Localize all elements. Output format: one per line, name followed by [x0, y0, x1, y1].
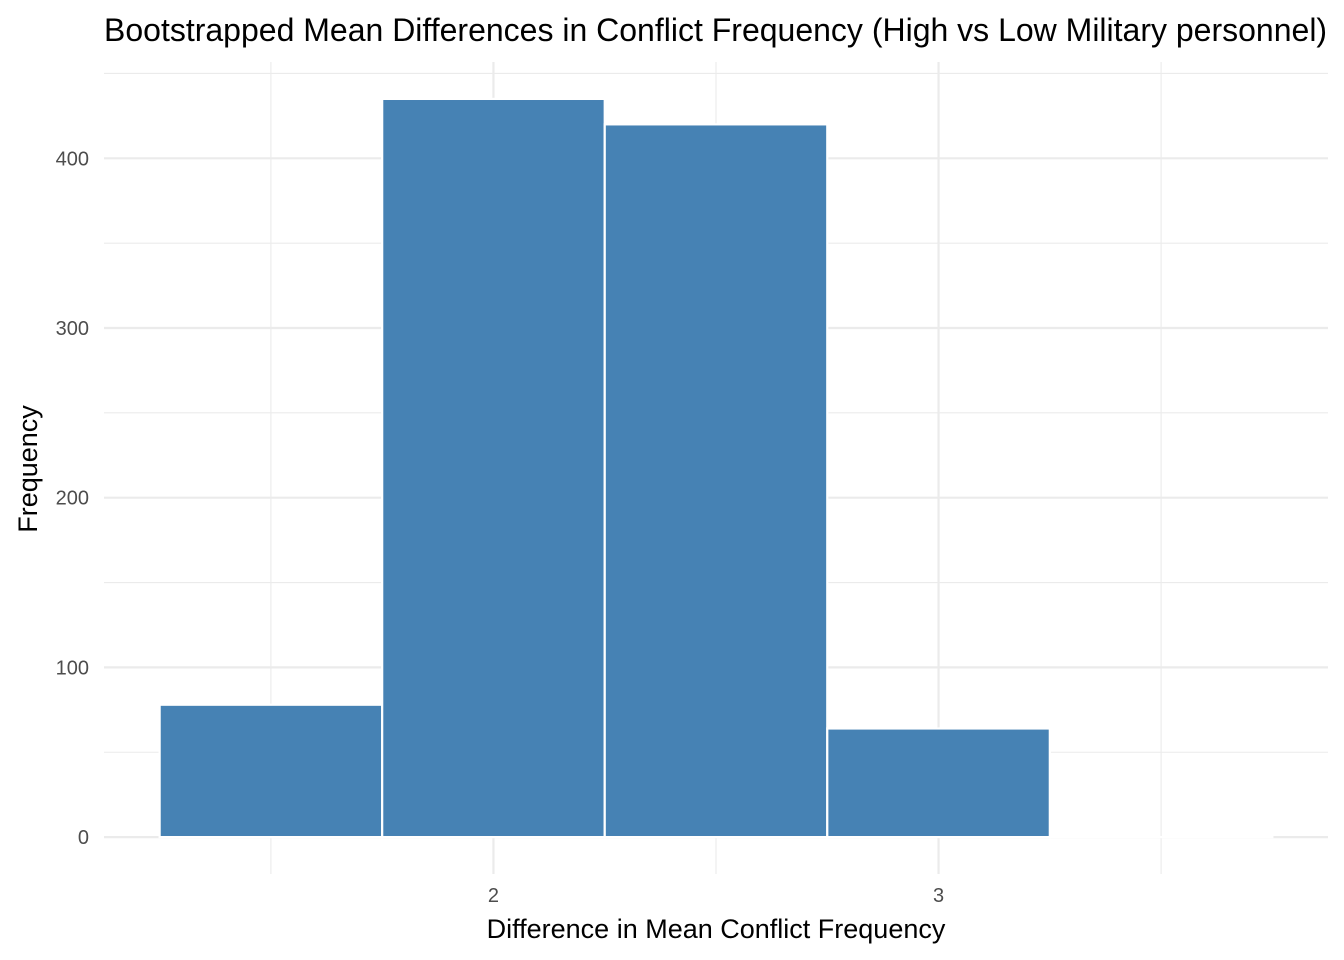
y-tick-label: 200: [56, 488, 89, 510]
y-tick-label: 100: [56, 657, 89, 679]
histogram-bar: [603, 123, 829, 839]
y-tick-label: 0: [78, 827, 89, 849]
y-tick-label: 400: [56, 148, 89, 170]
y-axis-title: Frequency: [13, 405, 43, 533]
chart-title: Bootstrapped Mean Differences in Conflic…: [104, 12, 1327, 48]
histogram-bar: [381, 97, 606, 839]
x-tick-label: 3: [933, 885, 944, 907]
bars: [158, 97, 1274, 839]
x-axis-title: Difference in Mean Conflict Frequency: [487, 914, 946, 944]
x-tick-label: 2: [488, 885, 499, 907]
histogram-bar: [826, 727, 1051, 839]
histogram-bar: [158, 703, 384, 839]
tick-labels: 2 3 0 100 200 300 400: [56, 148, 944, 907]
y-tick-label: 300: [56, 318, 89, 340]
